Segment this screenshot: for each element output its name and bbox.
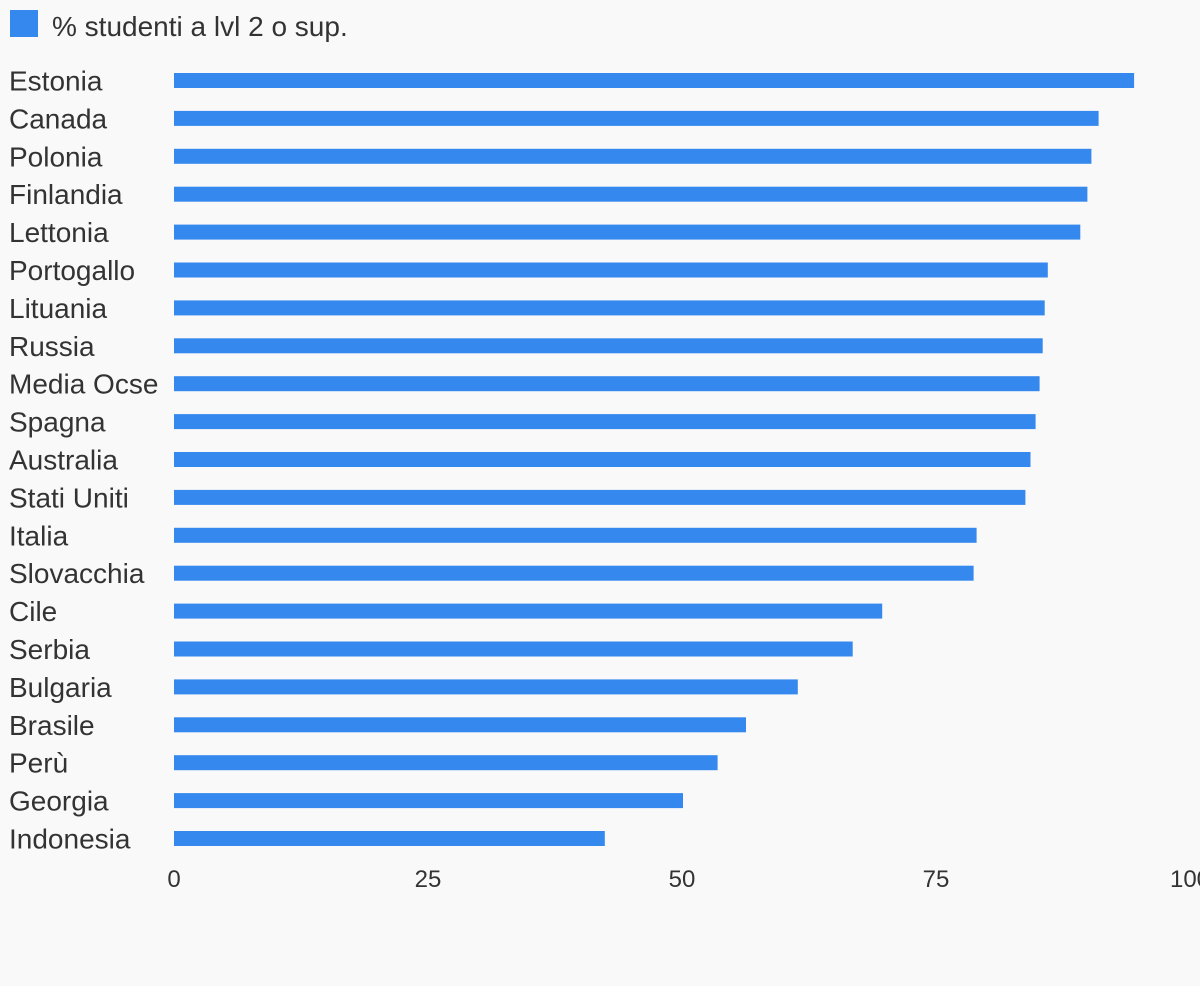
category-label: Perù bbox=[9, 748, 68, 779]
category-label: Bulgaria bbox=[9, 672, 112, 703]
bar-georgia bbox=[174, 793, 683, 809]
category-label: Serbia bbox=[9, 634, 90, 665]
category-label: Russia bbox=[9, 331, 95, 362]
category-label: Indonesia bbox=[9, 824, 131, 855]
bar-per- bbox=[174, 755, 718, 771]
bar-lituania bbox=[174, 300, 1045, 316]
category-label: Slovacchia bbox=[9, 558, 145, 589]
bar-polonia bbox=[174, 148, 1092, 164]
category-label: Georgia bbox=[9, 786, 109, 817]
bar-russia bbox=[174, 338, 1043, 354]
bar-brasile bbox=[174, 717, 746, 733]
bar-estonia bbox=[174, 73, 1135, 88]
category-labels: Estonia Canada Polonia Finlandia Lettonia Por… bbox=[9, 66, 158, 855]
bar-media-ocse bbox=[174, 376, 1040, 392]
bar-bulgaria bbox=[174, 679, 798, 695]
legend-swatch bbox=[10, 10, 38, 37]
bar-canada bbox=[174, 110, 1099, 126]
bar-stati-uniti bbox=[174, 489, 1026, 505]
category-label: Portogallo bbox=[9, 255, 135, 286]
bar-finlandia bbox=[174, 186, 1088, 202]
x-tick-label: 25 bbox=[415, 866, 442, 893]
legend: % studenti a lvl 2 o sup. bbox=[10, 10, 348, 42]
bar-italia bbox=[174, 527, 977, 543]
bar-cile bbox=[174, 603, 883, 619]
category-label: Finlandia bbox=[9, 179, 123, 210]
category-label: Estonia bbox=[9, 66, 103, 97]
x-tick-label: 50 bbox=[669, 866, 696, 893]
x-tick-label: 0 bbox=[167, 866, 180, 893]
x-tick-label: 100 bbox=[1170, 866, 1200, 893]
category-label: Lettonia bbox=[9, 217, 109, 248]
category-label: Lituania bbox=[9, 293, 108, 324]
bar-lettonia bbox=[174, 224, 1081, 240]
x-tick-label: 75 bbox=[923, 866, 950, 893]
category-label: Spagna bbox=[9, 407, 106, 438]
bar-spagna bbox=[174, 414, 1036, 430]
category-label: Brasile bbox=[9, 710, 95, 741]
bars bbox=[174, 73, 1135, 846]
category-label: Media Ocse bbox=[9, 369, 158, 400]
category-label: Cile bbox=[9, 596, 57, 627]
category-label: Canada bbox=[9, 103, 108, 134]
category-label: Polonia bbox=[9, 141, 103, 172]
x-axis-ticks: 0 25 50 75 100 bbox=[167, 866, 1200, 893]
legend-label: % studenti a lvl 2 o sup. bbox=[52, 11, 348, 42]
category-label: Stati Uniti bbox=[9, 482, 129, 513]
bar-slovacchia bbox=[174, 565, 974, 581]
bar-serbia bbox=[174, 641, 853, 657]
category-label: Italia bbox=[9, 520, 69, 551]
bar-australia bbox=[174, 452, 1031, 467]
bar-portogallo bbox=[174, 262, 1048, 278]
category-label: Australia bbox=[9, 445, 118, 476]
bar-indonesia bbox=[174, 831, 605, 846]
